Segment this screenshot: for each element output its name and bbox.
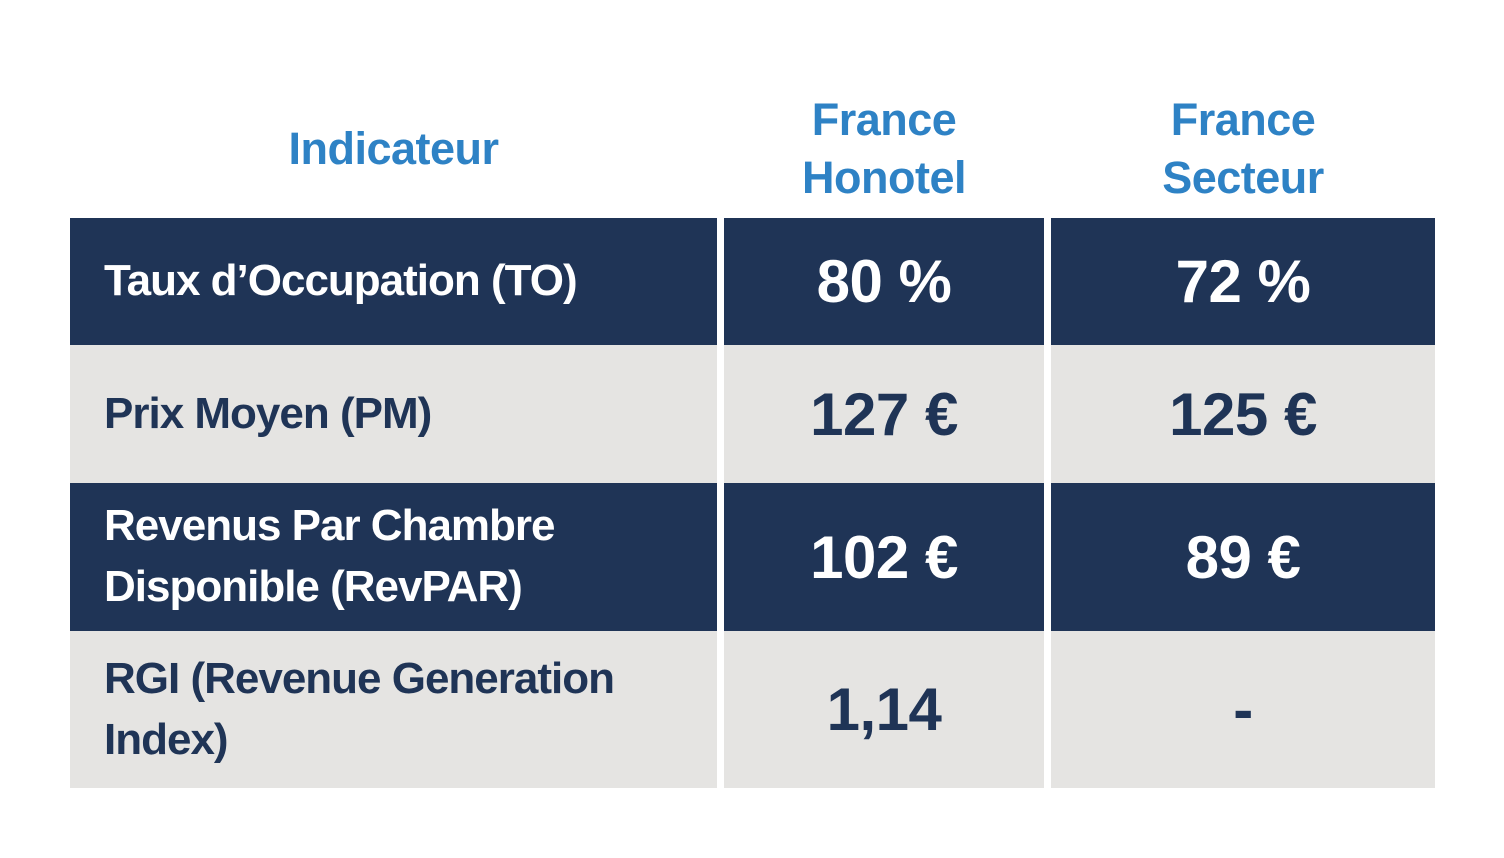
value-taux-occupation-honotel: 80 % xyxy=(724,218,1044,345)
value-text: 80 % xyxy=(816,248,952,315)
value-revpar-honotel: 102 € xyxy=(724,483,1044,631)
row-label-prix-moyen: Prix Moyen (PM) xyxy=(70,345,717,483)
row-label-text: RGI (Revenue Generation Index) xyxy=(104,653,615,764)
value-prix-moyen-secteur: 125 € xyxy=(1051,345,1435,483)
value-text: 1,14 xyxy=(826,676,942,743)
value-rgi-secteur: - xyxy=(1051,631,1435,788)
row-label-text: Prix Moyen (PM) xyxy=(104,388,432,438)
row-label-text: Revenus Par Chambre Disponible (RevPAR) xyxy=(104,501,556,611)
row-label-taux-occupation: Taux d’Occupation (TO) xyxy=(70,218,717,345)
value-text: - xyxy=(1233,676,1253,743)
column-header-france-honotel: France Honotel xyxy=(724,80,1044,218)
column-header-france-secteur: France Secteur xyxy=(1051,80,1435,218)
row-label-rgi: RGI (Revenue Generation Index) xyxy=(70,631,717,788)
column-header-label: Indicateur xyxy=(288,123,499,175)
column-header-label: France Secteur xyxy=(1162,94,1324,203)
value-text: 72 % xyxy=(1175,248,1311,315)
value-prix-moyen-honotel: 127 € xyxy=(724,345,1044,483)
value-text: 89 € xyxy=(1185,523,1301,591)
value-text: 102 € xyxy=(810,523,958,591)
row-label-revpar: Revenus Par Chambre Disponible (RevPAR) xyxy=(70,483,717,631)
column-header-label: France Honotel xyxy=(802,94,966,203)
value-taux-occupation-secteur: 72 % xyxy=(1051,218,1435,345)
value-revpar-secteur: 89 € xyxy=(1051,483,1435,631)
row-label-text: Taux d’Occupation (TO) xyxy=(104,256,578,306)
column-header-indicateur: Indicateur xyxy=(70,80,717,218)
value-rgi-honotel: 1,14 xyxy=(724,631,1044,788)
value-text: 125 € xyxy=(1169,380,1317,448)
value-text: 127 € xyxy=(810,380,958,448)
indicator-table: Indicateur France Honotel France Secteur… xyxy=(70,80,1435,788)
